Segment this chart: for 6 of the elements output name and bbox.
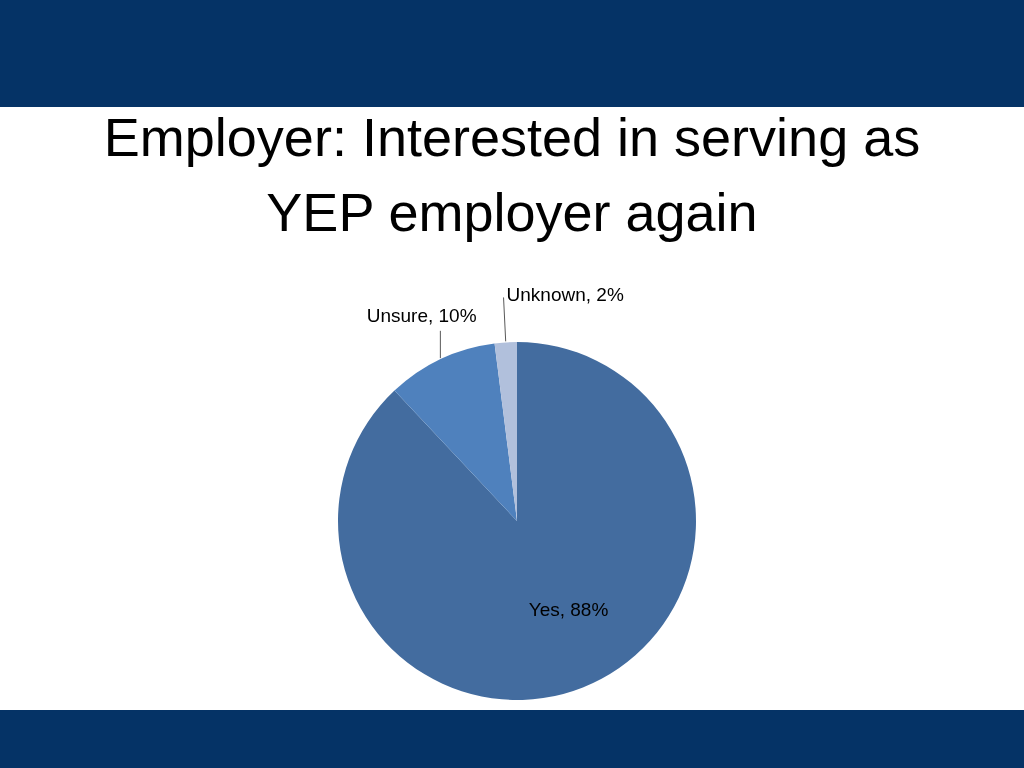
slice-label: Unknown, 2% bbox=[506, 283, 624, 305]
slice-label: Yes, 88% bbox=[528, 599, 609, 621]
pie-slice bbox=[338, 342, 696, 700]
slice-label: Unsure, 10% bbox=[366, 304, 477, 326]
pie-slice bbox=[394, 343, 517, 521]
chart-title: Employer: Interested in serving as YEP employer again bbox=[103, 107, 921, 242]
